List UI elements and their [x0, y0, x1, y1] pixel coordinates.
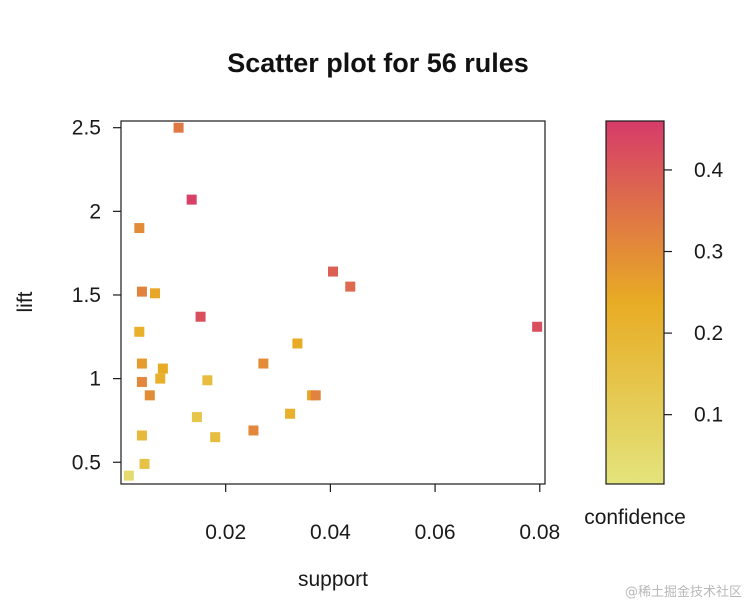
scatter-point: [248, 425, 259, 436]
scatter-point: [532, 321, 543, 332]
y-axis: 0.5 1 1.5 2 2.5: [72, 117, 121, 474]
watermark: @稀土掘金技术社区: [624, 585, 742, 600]
x-tick-label: 0.08: [519, 521, 560, 544]
colorbar-axis: 0.1 0.2 0.3 0.4: [664, 159, 724, 427]
scatter-point: [186, 194, 197, 205]
scatter-point: [191, 412, 202, 423]
scatter-point: [285, 408, 296, 419]
scatter-point: [202, 375, 213, 386]
y-tick-label: 1.5: [72, 284, 101, 307]
scatter-point: [134, 223, 145, 234]
colorbar-tick-label: 0.3: [694, 241, 723, 264]
y-axis-label: lift: [14, 291, 37, 312]
plot-frame: [120, 120, 546, 485]
scatter-point: [136, 376, 147, 387]
x-axis-label: support: [298, 568, 368, 591]
scatter-point: [134, 326, 145, 337]
colorbar-tick-label: 0.4: [694, 159, 724, 182]
colorbar: [605, 120, 665, 485]
y-tick-label: 1: [89, 368, 101, 391]
chart-title: Scatter plot for 56 rules: [227, 48, 529, 78]
y-tick-label: 2: [89, 200, 101, 223]
data-points: [123, 122, 543, 481]
colorbar-tick-label: 0.1: [694, 404, 723, 427]
scatter-point: [155, 373, 166, 384]
scatter-point: [328, 266, 338, 277]
scatter-point: [139, 458, 150, 469]
scatter-point: [136, 286, 147, 297]
x-axis: 0.02 0.04 0.06 0.08: [205, 484, 560, 544]
scatter-point: [292, 338, 303, 349]
scatter-point: [157, 363, 168, 374]
scatter-point: [150, 288, 161, 299]
scatter-point: [195, 311, 206, 322]
x-tick-label: 0.06: [415, 521, 456, 544]
scatter-point: [310, 390, 321, 401]
scatter-point: [173, 122, 184, 133]
scatter-point: [210, 432, 221, 443]
y-tick-label: 2.5: [72, 117, 101, 140]
x-tick-label: 0.04: [310, 521, 351, 544]
scatter-point: [123, 470, 134, 481]
colorbar-tick-label: 0.2: [694, 322, 723, 345]
y-tick-label: 0.5: [72, 451, 101, 474]
scatter-point: [136, 358, 147, 369]
scatter-point: [144, 390, 155, 401]
x-tick-label: 0.02: [205, 521, 246, 544]
scatter-point: [345, 281, 356, 292]
colorbar-label: confidence: [584, 506, 686, 529]
scatter-point: [258, 358, 269, 369]
scatter-point: [136, 430, 147, 441]
